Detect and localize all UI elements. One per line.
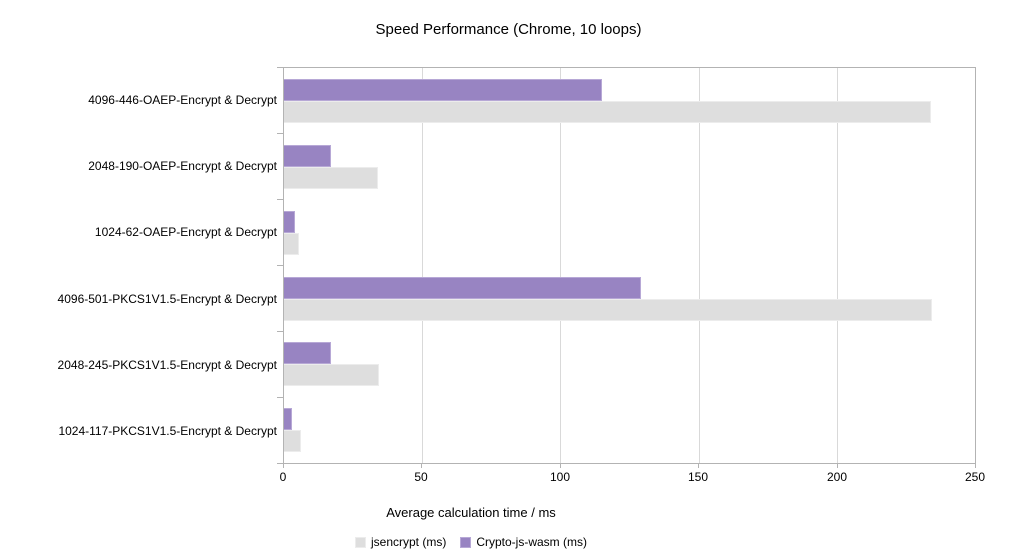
bar-jsencrypt [284,233,299,255]
legend-swatch-crypto-js-wasm [460,536,472,548]
y-axis-label: 2048-190-OAEP-Encrypt & Decrypt [88,159,277,173]
x-axis-tick-label: 0 [279,470,287,484]
y-axis-tick-mark [277,463,283,464]
y-axis-tick-mark [277,199,283,200]
y-axis-label: 4096-501-PKCS1V1.5-Encrypt & Decrypt [57,292,277,306]
bar-crypto-js-wasm [284,211,295,233]
x-axis-tick-label: 100 [549,470,571,484]
legend-label-crypto-js-wasm: Crypto-js-wasm (ms) [476,535,587,549]
y-axis-label: 1024-62-OAEP-Encrypt & Decrypt [94,225,277,239]
bar-crypto-js-wasm [284,145,331,167]
x-axis-tick-mark [560,463,561,468]
x-axis-tick-mark [975,463,976,468]
y-axis-label: 1024-117-PKCS1V1.5-Encrypt & Decrypt [58,424,277,438]
bar-crypto-js-wasm [284,79,602,101]
x-axis-tick-mark [837,463,838,468]
plot-area [283,67,976,464]
x-axis-tick-mark [698,463,699,468]
y-axis-tick-mark [277,67,283,68]
chart-title: Speed Performance (Chrome, 10 loops) [375,21,642,38]
y-axis-label: 2048-245-PKCS1V1.5-Encrypt & Decrypt [57,358,277,372]
y-axis-tick-mark [277,397,283,398]
x-axis-title: Average calculation time / ms [386,505,556,520]
legend-item-crypto-js-wasm: Crypto-js-wasm (ms) [460,535,587,549]
y-axis-tick-mark [277,265,283,266]
bar-jsencrypt [284,364,379,386]
bar-crypto-js-wasm [284,342,331,364]
x-axis-tick-label: 250 [964,470,986,484]
bar-crypto-js-wasm [284,408,292,430]
bar-jsencrypt [284,299,932,321]
legend: jsencrypt (ms) Crypto-js-wasm (ms) [0,535,942,549]
x-axis-tick-label: 50 [414,470,428,484]
y-axis-tick-mark [277,331,283,332]
bar-jsencrypt [284,101,931,123]
bar-jsencrypt [284,430,301,452]
y-axis-tick-mark [277,133,283,134]
gridline [699,68,700,463]
legend-item-jsencrypt: jsencrypt (ms) [354,535,447,549]
x-axis-tick-mark [421,463,422,468]
x-axis-tick-label: 150 [687,470,709,484]
gridline [560,68,561,463]
bar-crypto-js-wasm [284,277,641,299]
y-axis-labels: 4096-446-OAEP-Encrypt & Decrypt 2048-190-… [0,67,277,464]
bar-jsencrypt [284,167,378,189]
legend-label-jsencrypt: jsencrypt (ms) [370,535,447,549]
y-axis-label: 4096-446-OAEP-Encrypt & Decrypt [88,93,277,107]
x-axis-tick-label: 200 [826,470,848,484]
gridline [422,68,423,463]
x-axis-tick-mark [283,463,284,468]
legend-swatch-jsencrypt [354,536,366,548]
gridline [837,68,838,463]
